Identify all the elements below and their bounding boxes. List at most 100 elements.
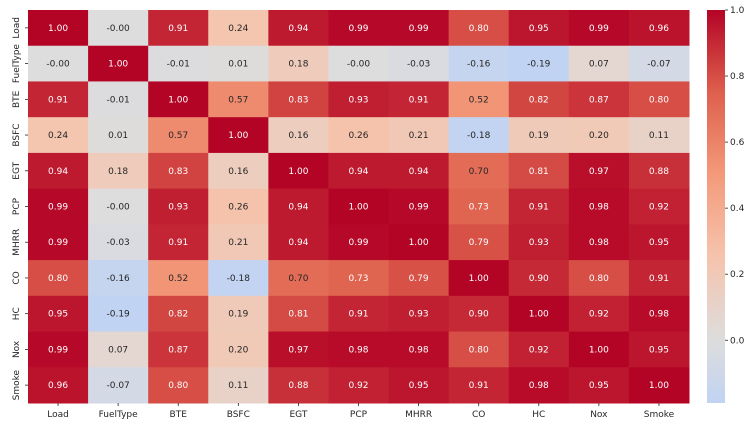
- colorbar-tick-label: 0.4: [730, 204, 745, 214]
- cell-value-label: 0.98: [589, 203, 609, 213]
- cell-value-label: 0.24: [48, 131, 68, 141]
- heatmap-cell-pcp-pcp: [328, 188, 390, 225]
- heatmap-cell-load-nox: [568, 10, 630, 47]
- cell-value-label: 0.91: [168, 24, 188, 34]
- heatmap-cell-nox-pcp: [328, 331, 390, 368]
- heatmap-cell-smoke-bsfc: [208, 367, 269, 404]
- heatmap-cell-smoke-nox: [568, 367, 630, 404]
- heatmap-cell-egt-fueltype: [88, 152, 149, 190]
- heatmap-cell-nox-fueltype: [88, 331, 149, 368]
- cell-value-label: 0.94: [409, 167, 429, 177]
- heatmap-cell-egt-egt: [268, 152, 329, 190]
- heatmap-cell-fueltype-fueltype: [88, 45, 149, 82]
- heatmap-cell-fueltype-load: [28, 45, 89, 82]
- cell-value-label: 0.70: [469, 167, 489, 177]
- heatmap-cell-bsfc-egt: [268, 117, 329, 154]
- heatmap-cell-load-bte: [148, 10, 209, 47]
- cell-value-label: 0.93: [409, 310, 429, 320]
- cell-value-label: -0.03: [106, 238, 129, 248]
- colorbar-tick-label: 0.8: [730, 72, 745, 82]
- cell-value-label: 0.95: [48, 310, 68, 320]
- cell-value-label: 0.96: [48, 381, 68, 391]
- cell-value-label: -0.18: [227, 274, 251, 284]
- heatmap-cell-hc-hc: [508, 295, 570, 333]
- heatmap-cell-bte-smoke: [628, 81, 690, 118]
- heatmap-cell-mhrr-co: [448, 224, 510, 261]
- heatmap-cell-egt-smoke: [628, 152, 690, 190]
- heatmap-cell-load-fueltype: [88, 10, 149, 47]
- cell-value-label: 0.20: [589, 131, 609, 141]
- cell-value-label: 0.52: [469, 95, 489, 105]
- cell-value-label: 0.94: [288, 203, 308, 213]
- heatmap-cell-nox-co: [448, 331, 510, 368]
- heatmap-cell-smoke-co: [448, 367, 510, 404]
- heatmap-cell-bsfc-bte: [148, 117, 209, 154]
- cell-value-label: 0.99: [348, 24, 368, 34]
- y-axis-tick-labels: Load FuelType BTE BSFC EGT PCP MHRR CO HC Nox Smok…: [12, 17, 28, 400]
- cell-value-label: 0.97: [589, 167, 609, 177]
- heatmap-cell-hc-co: [448, 295, 510, 333]
- heatmap-cell-bte-mhrr: [388, 81, 450, 118]
- x-tick-label: HC: [532, 410, 545, 420]
- heatmap-cell-co-egt: [268, 260, 329, 297]
- heatmap-cell-nox-nox: [568, 331, 630, 368]
- heatmap-cell-hc-bsfc: [208, 295, 269, 333]
- cell-value-label: 0.21: [409, 131, 429, 141]
- cell-value-label: 1.00: [48, 24, 68, 34]
- heatmap-cell-pcp-load: [28, 188, 89, 225]
- heatmap-cell-bte-co: [448, 81, 510, 118]
- y-tick-label: FuelType: [12, 44, 22, 84]
- cell-value-label: 1.00: [409, 238, 429, 248]
- cell-value-label: 0.91: [409, 95, 429, 105]
- heatmap-cell-co-fueltype: [88, 260, 149, 297]
- cell-value-label: 0.01: [228, 60, 248, 70]
- heatmap-cell-co-bte: [148, 260, 209, 297]
- cell-value-label: -0.16: [106, 274, 130, 284]
- heatmap-cell-mhrr-fueltype: [88, 224, 149, 261]
- cell-value-label: 0.98: [409, 345, 429, 355]
- heatmap-cell-bte-bsfc: [208, 81, 269, 118]
- cell-value-label: 0.95: [409, 381, 429, 391]
- cell-value-label: 0.95: [529, 24, 549, 34]
- heatmap-cell-smoke-smoke: [628, 367, 690, 404]
- cell-value-label: 0.92: [348, 381, 368, 391]
- cell-value-label: 0.90: [529, 274, 549, 284]
- x-tick-label: EGT: [289, 410, 307, 420]
- heatmap-cell-smoke-fueltype: [88, 367, 149, 404]
- heatmap-cell-hc-mhrr: [388, 295, 450, 333]
- cell-value-label: 1.00: [348, 203, 368, 213]
- heatmap-cell-mhrr-egt: [268, 224, 329, 261]
- heatmap-cell-egt-nox: [568, 152, 630, 190]
- cell-value-label: 1.00: [168, 95, 188, 105]
- heatmap-cell-smoke-pcp: [328, 367, 390, 404]
- cell-value-label: 0.99: [348, 238, 368, 248]
- heatmap-cell-fueltype-co: [448, 45, 510, 82]
- cell-value-label: 1.00: [288, 167, 308, 177]
- heatmap-cell-hc-nox: [568, 295, 630, 333]
- heatmap-cell-co-co: [448, 260, 510, 297]
- cell-value-label: 0.07: [589, 60, 609, 70]
- heatmap-cell-fueltype-egt: [268, 45, 329, 82]
- heatmap-cell-mhrr-pcp: [328, 224, 390, 261]
- heatmap-cell-bsfc-nox: [568, 117, 630, 154]
- cell-value-label: 0.80: [48, 274, 68, 284]
- heatmap-cell-pcp-nox: [568, 188, 630, 225]
- heatmap-cell-smoke-hc: [508, 367, 570, 404]
- cell-value-label: 0.99: [48, 345, 68, 355]
- colorbar: 1.0 0.8 0.6 0.4 0.2 0.0: [707, 6, 745, 403]
- heatmap-cell-bte-load: [28, 81, 89, 118]
- heatmap-cell-load-pcp: [328, 10, 390, 47]
- cell-value-label: 0.95: [649, 238, 669, 248]
- cell-value-label: 1.00: [649, 381, 669, 391]
- cell-value-label: 0.95: [589, 381, 609, 391]
- heatmap-cell-mhrr-smoke: [628, 224, 690, 261]
- heatmap-cell-bte-egt: [268, 81, 329, 118]
- heatmap-cell-co-pcp: [328, 260, 390, 297]
- heatmap-cell-co-smoke: [628, 260, 690, 297]
- heatmap-cell-load-co: [448, 10, 510, 47]
- cell-value-label: 0.80: [469, 345, 489, 355]
- cell-value-label: 0.93: [348, 95, 368, 105]
- cell-value-label: 1.00: [108, 60, 128, 70]
- cell-value-label: 0.94: [288, 24, 308, 34]
- heatmap-cell-mhrr-bte: [148, 224, 209, 261]
